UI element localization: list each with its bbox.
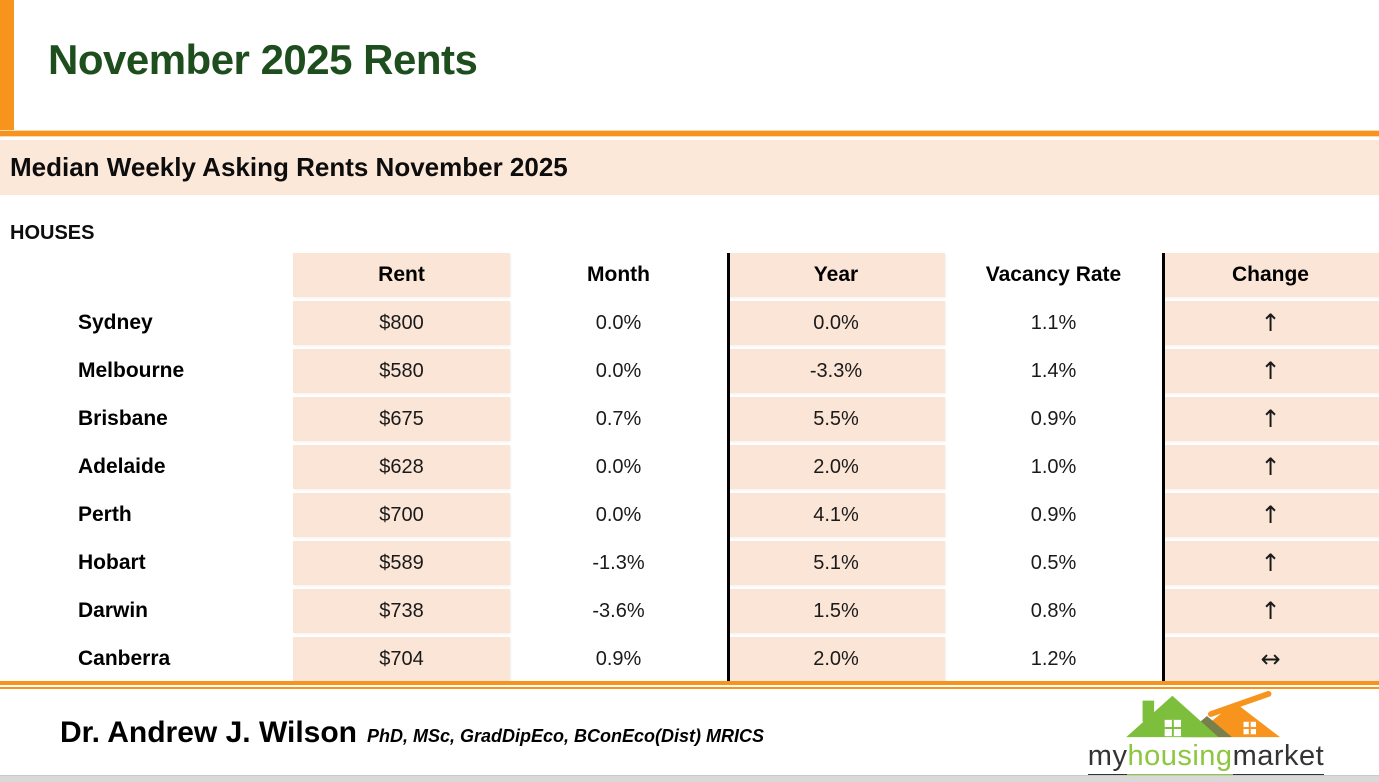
header-divider [0,130,1379,137]
change-arrow: ↑ [1162,397,1379,441]
houses-icon [1125,691,1280,738]
vacancy-value: 1.1% [1030,311,1077,334]
table-bottom-rule [0,681,1379,690]
vacancy-value: 1.4% [1030,359,1077,382]
change-arrow: ↑ [1162,349,1379,393]
year-value: 0.0% [727,301,945,345]
city-label: Perth [78,503,132,526]
table-row-canberra: Canberra $704 0.9% 2.0% 1.2% ↔ [0,637,1379,681]
change-arrow: ↑ [1162,589,1379,633]
table-header-row: Rent Month Year Vacancy Rate Change [0,253,1379,297]
rent-value: $704 [293,637,510,681]
change-column-divider [1162,253,1165,681]
table-row-melbourne: Melbourne $580 0.0% -3.3% 1.4% ↑ [0,349,1379,393]
presenter-line: Dr. Andrew J. Wilson PhD, MSc, GradDipEc… [60,716,764,750]
change-arrow: ↑ [1162,445,1379,489]
city-label: Canberra [78,647,171,670]
table-row-darwin: Darwin $738 -3.6% 1.5% 0.8% ↑ [0,589,1379,633]
year-value: 2.0% [727,445,945,489]
table-row-brisbane: Brisbane $675 0.7% 5.5% 0.9% ↑ [0,397,1379,441]
month-value: -3.6% [592,599,645,622]
month-value: -1.3% [592,551,645,574]
logo-text-my: my [1087,740,1128,776]
year-value: 4.1% [727,493,945,537]
rents-table: Rent Month Year Vacancy Rate Change Sydn… [0,253,1379,681]
city-label: Darwin [78,599,149,622]
month-value: 0.0% [595,359,642,382]
rent-value: $580 [293,349,510,393]
month-value: 0.9% [595,647,642,670]
month-value: 0.7% [595,407,642,430]
vacancy-value: 0.8% [1030,599,1077,622]
rent-value: $675 [293,397,510,441]
presenter-name: Dr. Andrew J. Wilson [60,716,357,749]
year-value: 5.5% [727,397,945,441]
table-row-adelaide: Adelaide $628 0.0% 2.0% 1.0% ↑ [0,445,1379,489]
page-title: November 2025 Rents [48,36,478,83]
vacancy-value: 1.2% [1030,647,1077,670]
change-arrow: ↔ [1162,637,1379,681]
header-city [0,253,293,297]
logo-text-market: market [1232,740,1325,776]
header-change: Change [1162,253,1379,297]
year-value: 2.0% [727,637,945,681]
logo-wordmark: myhousingmarket [1087,740,1325,776]
year-value: 1.5% [727,589,945,633]
rent-value: $589 [293,541,510,585]
city-label: Melbourne [78,359,185,382]
vacancy-value: 0.9% [1030,503,1077,526]
header-month: Month [587,263,650,286]
city-label: Hobart [78,551,146,574]
section-banner: Median Weekly Asking Rents November 2025 [0,140,1379,195]
month-value: 0.0% [595,311,642,334]
myhousingmarket-logo: myhousingmarket [1072,691,1340,776]
year-value: -3.3% [727,349,945,393]
bottom-strip [0,775,1379,782]
year-value: 5.1% [727,541,945,585]
header-rent: Rent [293,253,510,297]
vacancy-value: 0.5% [1030,551,1077,574]
rent-value: $628 [293,445,510,489]
rent-value: $800 [293,301,510,345]
month-value: 0.0% [595,455,642,478]
header-vacancy-rate: Vacancy Rate [985,263,1122,286]
month-value: 0.0% [595,503,642,526]
vacancy-value: 1.0% [1030,455,1077,478]
table-row-perth: Perth $700 0.0% 4.1% 0.9% ↑ [0,493,1379,537]
vacancy-value: 0.9% [1030,407,1077,430]
table-row-sydney: Sydney $800 0.0% 0.0% 1.1% ↑ [0,301,1379,345]
change-arrow: ↑ [1162,493,1379,537]
change-arrow: ↑ [1162,541,1379,585]
city-label: Adelaide [78,455,166,478]
presenter-credentials: PhD, MSc, GradDipEco, BConEco(Dist) MRIC… [367,726,765,746]
rent-value: $738 [293,589,510,633]
accent-bar [0,0,14,133]
header-year: Year [727,253,945,297]
year-column-divider [727,253,730,681]
city-label: Brisbane [78,407,168,430]
table-label-houses: HOUSES [10,222,95,244]
table-row-hobart: Hobart $589 -1.3% 5.1% 0.5% ↑ [0,541,1379,585]
change-arrow: ↑ [1162,301,1379,345]
rent-value: $700 [293,493,510,537]
section-header: Median Weekly Asking Rents November 2025 [10,152,568,182]
logo-text-housing: housing [1127,740,1233,776]
city-label: Sydney [78,311,153,334]
